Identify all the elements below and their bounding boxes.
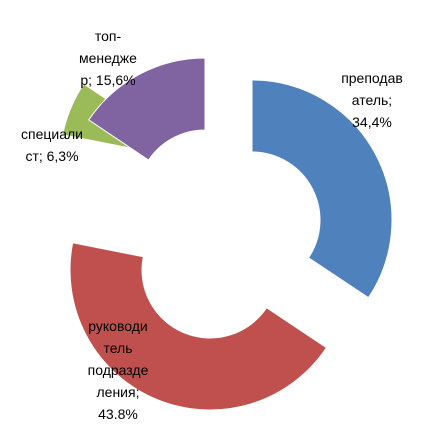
data-label: преподаватель; 34,4% xyxy=(341,70,403,130)
doughnut-segment xyxy=(251,79,393,299)
data-label: топ-менеджер; 15,6% xyxy=(79,28,137,88)
data-label: специалист; 6,3% xyxy=(21,126,83,164)
doughnut-segment xyxy=(69,242,328,411)
data-label: руководитель подразделения; 43.8% xyxy=(87,318,149,422)
doughnut-segment xyxy=(88,57,206,161)
